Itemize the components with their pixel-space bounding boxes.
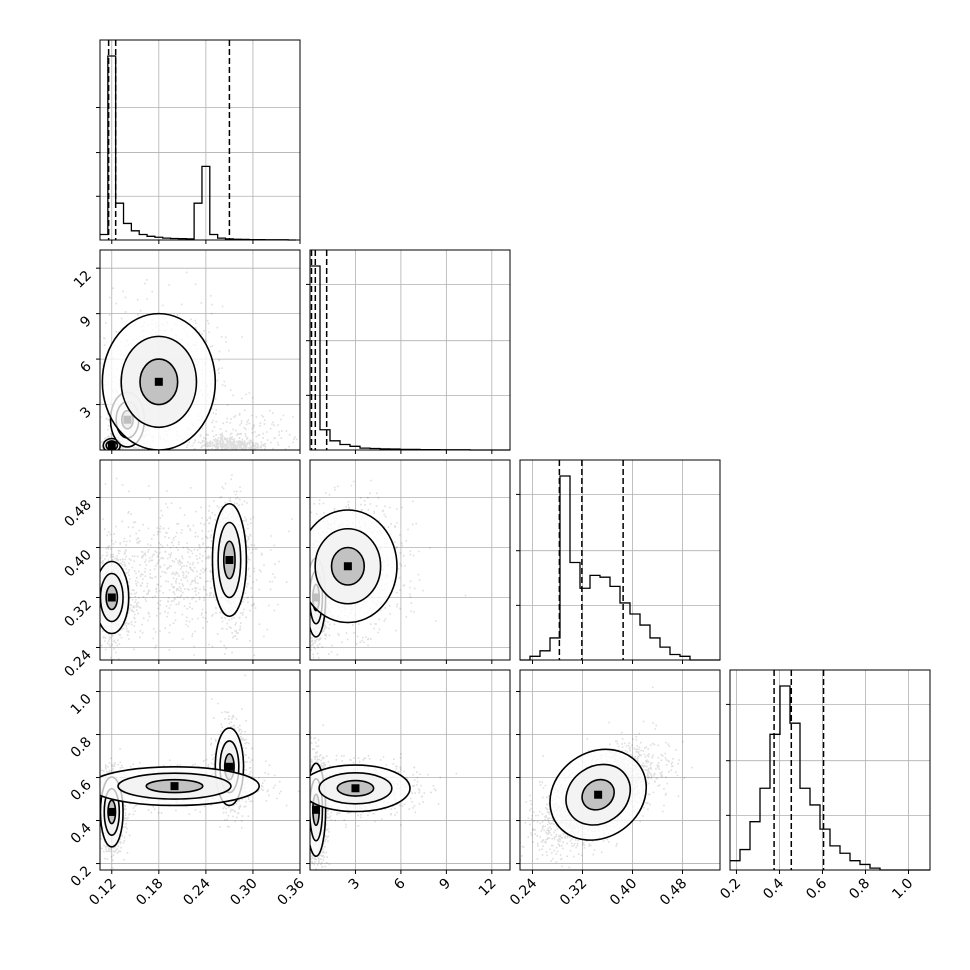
y-tick-label: 0.40: [61, 547, 94, 580]
histogram-step: [730, 685, 930, 871]
histogram-panel-2: [516, 459, 721, 664]
x-tick-label: 6: [391, 875, 409, 893]
panel-frame: [99, 249, 301, 451]
x-tick-label: 0.48: [657, 876, 690, 909]
scatter-points: [100, 674, 300, 870]
y-tick-label: 0.24: [61, 647, 94, 680]
x-tick-label: 0.6: [803, 875, 830, 902]
density-peak: [107, 807, 116, 816]
x-tick-label: 0.36: [274, 875, 307, 908]
y-tick-label: 0.6: [68, 777, 95, 804]
panel-frame: [99, 39, 301, 241]
x-tick-label: 0.4: [760, 875, 787, 902]
panel-frame: [99, 669, 301, 871]
y-tick-label: 3: [77, 404, 95, 422]
x-tick-label: 3: [346, 876, 364, 894]
scatter-dots: [100, 474, 293, 660]
x-tick-label: 9: [437, 876, 455, 894]
contour-group: [549, 748, 648, 841]
panel-frame: [309, 249, 511, 451]
y-tick-label: 0.48: [61, 497, 94, 530]
x-tick-label: 0.40: [607, 876, 640, 909]
density-peak: [343, 562, 352, 571]
y-tick-label: 0.32: [61, 597, 94, 630]
y-tick-label: 0.8: [68, 734, 95, 761]
density-peak: [170, 782, 179, 791]
x-tick-label: 0.24: [180, 875, 213, 908]
x-tick-label: 1.0: [889, 876, 916, 903]
y-tick-label: 0.2: [68, 863, 95, 890]
density-peak: [154, 377, 163, 386]
scatter-panel-1-3: 3 6 9 12: [306, 669, 511, 900]
x-tick-label: 0.24: [507, 875, 540, 908]
contour-group: [100, 502, 248, 635]
histogram-panel-0: [96, 39, 301, 244]
x-tick-label: 0.18: [133, 876, 166, 909]
density-peak: [594, 790, 603, 799]
panel-frame: [309, 459, 511, 661]
scatter-panel-0-1: 3 6 9 12: [71, 249, 301, 454]
density-peak: [107, 441, 116, 450]
scatter-panel-1-2: [306, 459, 511, 664]
contour-group: [310, 509, 398, 638]
histogram-step: [310, 265, 510, 451]
panel-frame: [729, 669, 931, 871]
x-tick-label: 0.2: [717, 876, 744, 903]
scatter-points: [100, 474, 293, 660]
x-tick-label: 12: [476, 876, 500, 900]
panel-frame: [519, 669, 721, 871]
panel-frame: [519, 459, 721, 661]
histogram-step: [520, 475, 720, 661]
histogram-panel-3: 0.2 0.4 0.6 0.8 1.0: [717, 669, 931, 903]
panel-frame: [309, 669, 511, 871]
contour-group: [100, 727, 260, 848]
y-tick-label: 6: [77, 359, 95, 377]
y-tick-label: 12: [71, 268, 95, 292]
x-tick-label: 0.8: [846, 876, 873, 903]
density-peak: [351, 784, 360, 793]
density-peak: [107, 593, 116, 602]
contour-group: [310, 762, 411, 858]
panel-frame: [99, 459, 301, 661]
scatter-panel-0-2: 0.24 0.32 0.40 0.48: [61, 459, 301, 680]
x-tick-label: 0.32: [557, 876, 590, 909]
histogram-step: [100, 55, 297, 241]
histogram-panel-1: [306, 249, 511, 454]
x-tick-label: 0.12: [86, 876, 119, 909]
density-peak: [225, 556, 234, 564]
scatter-panel-0-3: 0.12 0.18 0.24 0.30 0.36 0.2 0.4 0.6 0.8 1.0: [68, 669, 308, 909]
scatter-panel-2-3: 0.24 0.32 0.40 0.48: [507, 669, 721, 909]
density-peak: [225, 762, 234, 771]
density-peak: [312, 805, 321, 814]
y-tick-label: 1.0: [68, 691, 95, 718]
scatter-dots: [100, 674, 300, 870]
x-tick-label: 0.30: [227, 876, 260, 909]
y-tick-label: 0.4: [68, 820, 95, 847]
y-tick-label: 9: [77, 313, 95, 331]
contour-group: [101, 312, 217, 450]
